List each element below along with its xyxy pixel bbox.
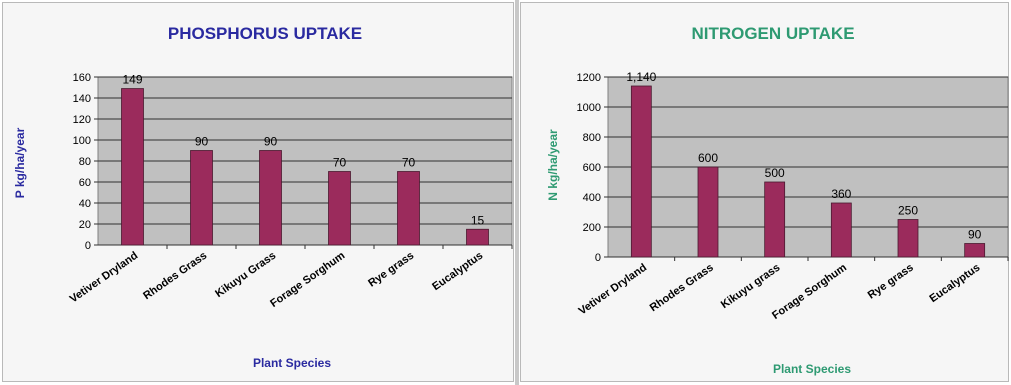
bar bbox=[259, 150, 282, 246]
chart-title: NITROGEN UPTAKE bbox=[691, 24, 854, 43]
y-tick-label: 40 bbox=[79, 198, 91, 210]
y-tick-label: 0 bbox=[85, 240, 91, 252]
category-label: Forage Sorghum bbox=[770, 262, 849, 322]
bar bbox=[121, 88, 144, 246]
bar bbox=[466, 228, 489, 246]
data-label: 70 bbox=[333, 156, 347, 170]
data-label: 149 bbox=[122, 73, 142, 87]
y-tick-label: 800 bbox=[583, 132, 601, 144]
category-label: Rye grass bbox=[366, 250, 416, 290]
category-label: Rhodes Grass bbox=[648, 262, 716, 315]
data-label: 15 bbox=[471, 213, 485, 227]
x-axis-label: Plant Species bbox=[253, 356, 331, 370]
nitrogen-chart-panel: NITROGEN UPTAKE 0 200 400 600 800 1000 1200 1,14… bbox=[520, 2, 1009, 382]
y-tick-label: 60 bbox=[79, 177, 91, 189]
y-axis-label: N kg/ha/year bbox=[546, 129, 560, 201]
data-label: 500 bbox=[765, 166, 785, 180]
y-tick-label: 160 bbox=[73, 72, 91, 84]
category-label: Forage Sorghum bbox=[268, 250, 347, 310]
y-axis-label: P kg/ha/year bbox=[13, 127, 27, 198]
y-tick-label: 120 bbox=[73, 114, 91, 126]
data-label: 90 bbox=[195, 135, 209, 149]
data-label: 250 bbox=[898, 204, 918, 218]
phosphorus-chart: PHOSPHORUS UPTAKE 0 20 40 60 80 100 120 140 160 14… bbox=[13, 24, 513, 370]
category-label: Rhodes Grass bbox=[141, 250, 209, 303]
y-tick-label: 1200 bbox=[577, 72, 601, 84]
category-label: Rye grass bbox=[866, 262, 916, 302]
y-tick-label: 100 bbox=[73, 135, 91, 147]
panel-divider bbox=[515, 0, 519, 385]
y-tick-label: 0 bbox=[595, 252, 601, 264]
y-tick-label: 200 bbox=[583, 222, 601, 234]
bar bbox=[764, 181, 786, 258]
bar bbox=[830, 202, 852, 258]
data-label: 600 bbox=[698, 151, 718, 165]
bar bbox=[964, 243, 986, 258]
category-label: Kikuyu Grass bbox=[213, 250, 278, 301]
category-label: Eucalyptus bbox=[927, 262, 982, 305]
data-label: 90 bbox=[968, 228, 982, 242]
bar bbox=[190, 150, 213, 246]
data-label: 90 bbox=[264, 135, 278, 149]
chart-title: PHOSPHORUS UPTAKE bbox=[168, 24, 362, 43]
y-tick-label: 600 bbox=[583, 162, 601, 174]
data-label: 360 bbox=[831, 187, 851, 201]
data-label: 70 bbox=[402, 156, 416, 170]
bar bbox=[397, 171, 420, 246]
category-label: Eucalyptus bbox=[430, 250, 485, 293]
category-label: Vetiver Dryland bbox=[577, 262, 649, 318]
bar bbox=[630, 85, 652, 258]
y-tick-label: 400 bbox=[583, 192, 601, 204]
bar bbox=[328, 171, 351, 246]
data-label: 1,140 bbox=[626, 70, 656, 84]
y-tick-label: 1000 bbox=[577, 102, 601, 114]
category-label: Kikuyu grass bbox=[719, 262, 782, 311]
y-tick-label: 80 bbox=[79, 156, 91, 168]
bar bbox=[897, 219, 919, 258]
x-axis-label: Plant Species bbox=[773, 362, 851, 376]
category-label: Vetiver Dryland bbox=[68, 250, 140, 306]
y-tick-label: 20 bbox=[79, 219, 91, 231]
y-tick-label: 140 bbox=[73, 93, 91, 105]
bar bbox=[697, 166, 719, 258]
nitrogen-chart: NITROGEN UPTAKE 0 200 400 600 800 1000 1200 1,14… bbox=[546, 24, 1009, 376]
phosphorus-chart-panel: PHOSPHORUS UPTAKE 0 20 40 60 80 100 120 140 160 14… bbox=[2, 2, 514, 382]
